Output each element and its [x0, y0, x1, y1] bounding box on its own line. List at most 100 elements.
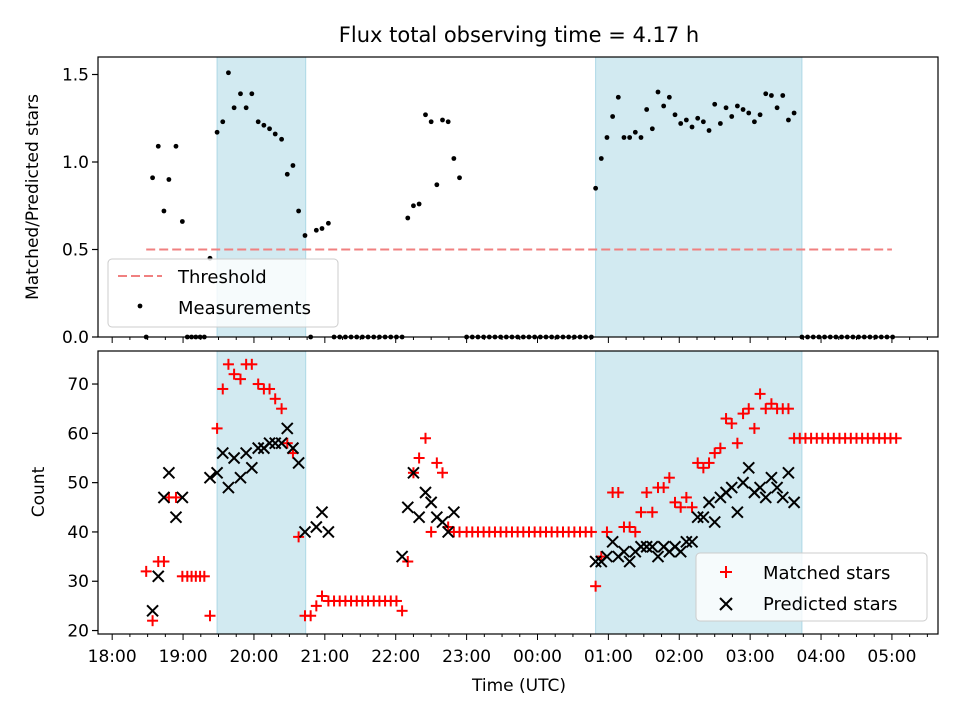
predicted-marker-b [227, 451, 241, 465]
measurement-point [740, 107, 746, 112]
measurement-point [161, 208, 167, 214]
x-tick-label: 02:00 [655, 647, 704, 667]
measurement-point [166, 177, 172, 182]
matched-star-marker [147, 615, 159, 627]
matched-star-marker [697, 462, 709, 474]
bottom-y-tick-label: 20 [67, 622, 89, 642]
matched-star-marker [419, 432, 431, 444]
matched-star-marker [590, 580, 602, 592]
matched-star-marker [748, 422, 760, 434]
predicted-star-marker [286, 441, 300, 455]
predicted-marker-b [447, 506, 461, 519]
matched-star-marker [246, 358, 258, 370]
predicted-marker-b [753, 481, 767, 494]
predicted-star-marker [176, 491, 189, 504]
matched-star-marker [709, 447, 721, 459]
matched-star-marker [269, 393, 281, 405]
predicted-marker-b [731, 506, 744, 519]
predicted-marker-b [245, 461, 259, 475]
matched-star-marker [425, 526, 437, 538]
matched-star-marker [310, 600, 322, 612]
top-panel: 0.0 0.5 1.0 1.5 Matched/Predicted stars Thr… [23, 56, 939, 348]
measurement-point [734, 103, 740, 109]
measurement-point [791, 110, 797, 116]
predicted-marker-b [222, 481, 235, 494]
predicted-marker-b [395, 550, 409, 563]
measurement-point [638, 135, 644, 140]
predicted-star-marker [152, 570, 165, 583]
x-tick-label: 03:00 [726, 647, 775, 667]
predicted-marker-b [770, 481, 784, 494]
predicted-star-marker [742, 461, 755, 475]
measurement-point [319, 226, 325, 231]
matched-star-marker [635, 506, 647, 518]
measurement-point [150, 175, 155, 181]
shaded-region-1 [595, 56, 803, 338]
measurement-point [214, 129, 220, 135]
matched-star-marker [782, 403, 794, 415]
predicted-marker-b [216, 446, 229, 460]
predicted-star-marker [222, 481, 235, 494]
predicted-star-marker [419, 486, 432, 499]
matched-star-marker [293, 531, 305, 543]
matched-star-marker [170, 491, 182, 503]
predicted-star-marker [216, 446, 229, 460]
predicted-star-marker [447, 506, 461, 519]
measurement-point [786, 117, 791, 123]
matched-star-marker [198, 570, 210, 582]
measurement-point [723, 105, 729, 111]
top-axes-frame [97, 56, 939, 338]
predicted-marker-b [251, 441, 265, 455]
predicted-marker-b [736, 476, 750, 489]
predicted-star-marker [646, 540, 659, 553]
predicted-star-marker [776, 491, 789, 504]
predicted-marker-b [708, 515, 721, 529]
bottom-panel: 20 30 40 50 60 70 18:00 19:00 20:00 21:00 22:00 23… [29, 350, 939, 696]
top-legend: Threshold Measurements [107, 258, 339, 328]
matched-star-marker [743, 403, 755, 415]
measurement-point [627, 135, 633, 140]
measurement-point [279, 136, 284, 142]
predicted-star-marker [310, 520, 323, 534]
predicted-marker-b [275, 436, 288, 450]
measurement-point [440, 117, 445, 123]
measurement-point [445, 119, 451, 125]
predicted-marker-b [176, 491, 189, 504]
shaded-region-0 [216, 350, 307, 635]
matched-star-marker [669, 496, 681, 508]
predicted-star-marker [623, 555, 636, 568]
predicted-marker-b [589, 555, 602, 568]
predicted-star-marker [203, 471, 217, 484]
measurement-point [598, 156, 604, 161]
predicted-star-marker [407, 466, 420, 479]
predicted-marker-b [407, 466, 420, 479]
x-tick-label: 04:00 [797, 647, 846, 667]
predicted-star-marker [263, 436, 276, 450]
measurement-point [729, 114, 735, 119]
measurement-point [457, 175, 462, 181]
predicted-marker-b [691, 510, 704, 524]
matched-star-marker [222, 358, 234, 370]
predicted-star-marker [702, 496, 716, 509]
legend-matched-swatch [720, 566, 732, 578]
measurement-point [610, 114, 616, 119]
predicted-marker-b [640, 540, 653, 553]
measurement-point [423, 112, 428, 118]
predicted-star-marker [251, 441, 265, 455]
measurement-point [644, 107, 650, 112]
predicted-marker-b [146, 604, 159, 618]
predicted-marker-b [759, 491, 772, 504]
predicted-marker-b [239, 446, 253, 460]
predicted-marker-b [203, 471, 217, 484]
predicted-marker-b [169, 510, 183, 524]
predicted-marker-b [286, 441, 300, 455]
matched-star-marker [413, 452, 425, 464]
measurement-point [666, 94, 672, 100]
predicted-star-marker [697, 510, 710, 524]
measurement-point [632, 129, 638, 135]
matched-star-marker [217, 383, 229, 395]
predicted-star-marker [436, 515, 449, 529]
matched-star-marker [264, 383, 276, 395]
predicted-marker-b [234, 471, 247, 484]
measurement-point [757, 112, 763, 118]
